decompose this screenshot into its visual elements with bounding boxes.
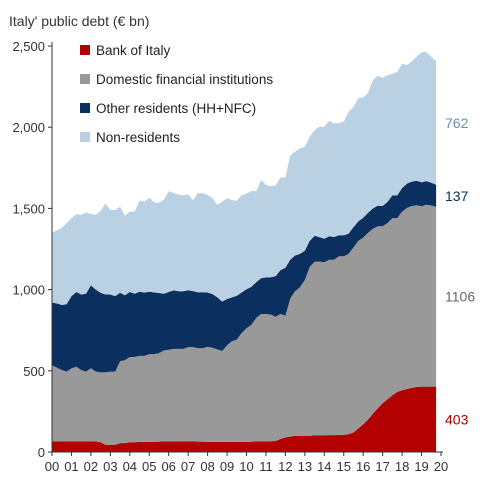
x-tick-label: 05 bbox=[142, 459, 156, 474]
x-tick-label: 08 bbox=[200, 459, 214, 474]
x-tick-label: 10 bbox=[239, 459, 253, 474]
area-other-residents-hh-nfc bbox=[52, 180, 437, 373]
end-value-label: 403 bbox=[445, 411, 469, 427]
x-tick-label: 20 bbox=[434, 459, 448, 474]
x-tick-label: 11 bbox=[259, 459, 273, 474]
legend-label: Non-residents bbox=[96, 130, 180, 145]
x-tick-label: 19 bbox=[414, 459, 428, 474]
x-tick-label: 16 bbox=[356, 459, 370, 474]
legend-swatch bbox=[80, 45, 90, 55]
legend-swatch bbox=[80, 103, 90, 113]
y-tick-label: 1,000 bbox=[12, 283, 45, 298]
y-tick-label: 2,000 bbox=[12, 120, 45, 135]
y-tick-label: 500 bbox=[23, 364, 45, 379]
axes: 0 500 1,000 1,500 2,000 2,500 00 01 02 03 04 05 06 07… bbox=[12, 39, 448, 474]
x-tick-label: 03 bbox=[103, 459, 117, 474]
x-tick-label: 13 bbox=[298, 459, 312, 474]
x-tick-label: 15 bbox=[337, 459, 351, 474]
x-tick-label: 00 bbox=[45, 459, 59, 474]
x-tick-label: 12 bbox=[278, 459, 292, 474]
x-tick-label: 04 bbox=[123, 459, 137, 474]
x-tick-label: 14 bbox=[317, 459, 331, 474]
legend-label: Domestic financial institutions bbox=[96, 72, 273, 87]
y-tick-label: 0 bbox=[38, 445, 45, 460]
end-value-label: 1106 bbox=[445, 289, 475, 305]
x-tick-label: 01 bbox=[64, 459, 78, 474]
end-labels: 403 1106 137 762 bbox=[445, 115, 475, 427]
end-value-label: 762 bbox=[445, 115, 469, 131]
y-tick-label: 2,500 bbox=[12, 39, 45, 54]
x-tick-label: 09 bbox=[220, 459, 234, 474]
y-tick-label: 1,500 bbox=[12, 201, 45, 216]
x-tick-label: 18 bbox=[395, 459, 409, 474]
chart-title: Italy' public debt (€ bn) bbox=[9, 13, 149, 29]
x-tick-label: 02 bbox=[84, 459, 98, 474]
area-bank-of-italy bbox=[52, 386, 437, 452]
x-tick-label: 06 bbox=[161, 459, 175, 474]
stacked-areas bbox=[52, 52, 437, 452]
x-tick-label: 17 bbox=[375, 459, 389, 474]
legend: Bank of Italy Domestic financial institut… bbox=[80, 43, 273, 145]
legend-swatch bbox=[80, 132, 90, 142]
legend-label: Bank of Italy bbox=[96, 43, 171, 58]
area-non-residents bbox=[52, 52, 437, 305]
end-value-label: 137 bbox=[445, 188, 469, 204]
x-tick-label: 07 bbox=[181, 459, 195, 474]
legend-label: Other residents (HH+NFC) bbox=[96, 101, 256, 116]
area-domestic-financial-institutions bbox=[52, 204, 437, 445]
legend-swatch bbox=[80, 74, 90, 84]
